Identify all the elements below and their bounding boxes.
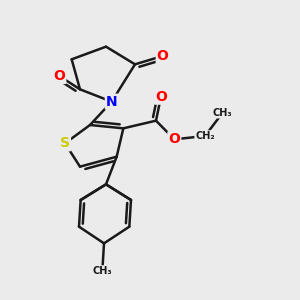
Text: O: O (168, 132, 180, 146)
Text: O: O (155, 90, 167, 104)
Text: CH₂: CH₂ (195, 131, 215, 141)
Text: CH₃: CH₃ (213, 108, 233, 118)
Text: CH₃: CH₃ (92, 266, 112, 276)
Text: S: S (60, 136, 70, 150)
Text: O: O (157, 49, 169, 63)
Text: O: O (53, 69, 65, 83)
Text: N: N (106, 95, 118, 109)
